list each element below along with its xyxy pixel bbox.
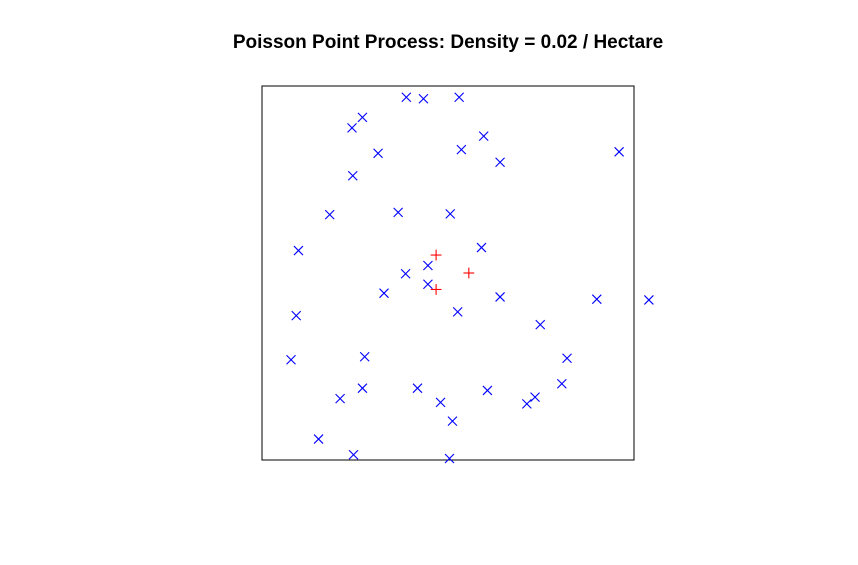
x-point-22 [452, 307, 463, 317]
x-point-39 [348, 449, 359, 460]
x-point-37 [447, 416, 458, 426]
x-point-32 [335, 393, 346, 404]
x-point-25 [291, 310, 302, 321]
x-point-1 [418, 93, 429, 104]
x-point-27 [359, 351, 370, 362]
x-point-5 [373, 148, 383, 159]
x-point-2 [454, 92, 465, 103]
x-point-34 [521, 399, 532, 409]
x-point-10 [614, 146, 625, 157]
chart-title: Poisson Point Process: Density = 0.02 / … [233, 32, 663, 53]
x-point-26 [562, 353, 572, 364]
x-point-19 [379, 288, 389, 299]
x-point-20 [495, 292, 505, 302]
x-point-40 [444, 453, 455, 464]
x-point-23 [535, 319, 546, 330]
x-point-15 [476, 242, 487, 253]
plot-frame [261, 85, 635, 461]
x-point-29 [412, 383, 423, 394]
x-point-14 [293, 245, 304, 256]
x-point-33 [556, 378, 567, 389]
x-point-0 [401, 92, 412, 103]
x-point-36 [435, 397, 446, 408]
x-point-35 [530, 392, 540, 403]
x-point-3 [347, 122, 357, 133]
x-point-6 [456, 144, 467, 155]
x-point-31 [482, 385, 493, 396]
x-point-38 [313, 434, 324, 444]
x-point-8 [495, 157, 505, 168]
x-point-4 [357, 112, 368, 123]
x-point-28 [286, 354, 296, 365]
x-point-12 [393, 207, 404, 218]
x-point-9 [347, 170, 358, 181]
x-point-30 [357, 383, 368, 394]
x-point-13 [445, 209, 456, 219]
x-point-11 [324, 209, 335, 220]
plus-point-1 [463, 267, 475, 279]
x-point-18 [423, 279, 433, 290]
plus-point-2 [430, 284, 442, 295]
x-point-21 [643, 295, 654, 305]
x-point-24 [591, 294, 602, 305]
point-marks [286, 92, 654, 464]
x-point-7 [478, 131, 489, 142]
plus-point-0 [430, 249, 442, 261]
x-point-16 [423, 260, 433, 271]
x-point-17 [400, 268, 411, 279]
